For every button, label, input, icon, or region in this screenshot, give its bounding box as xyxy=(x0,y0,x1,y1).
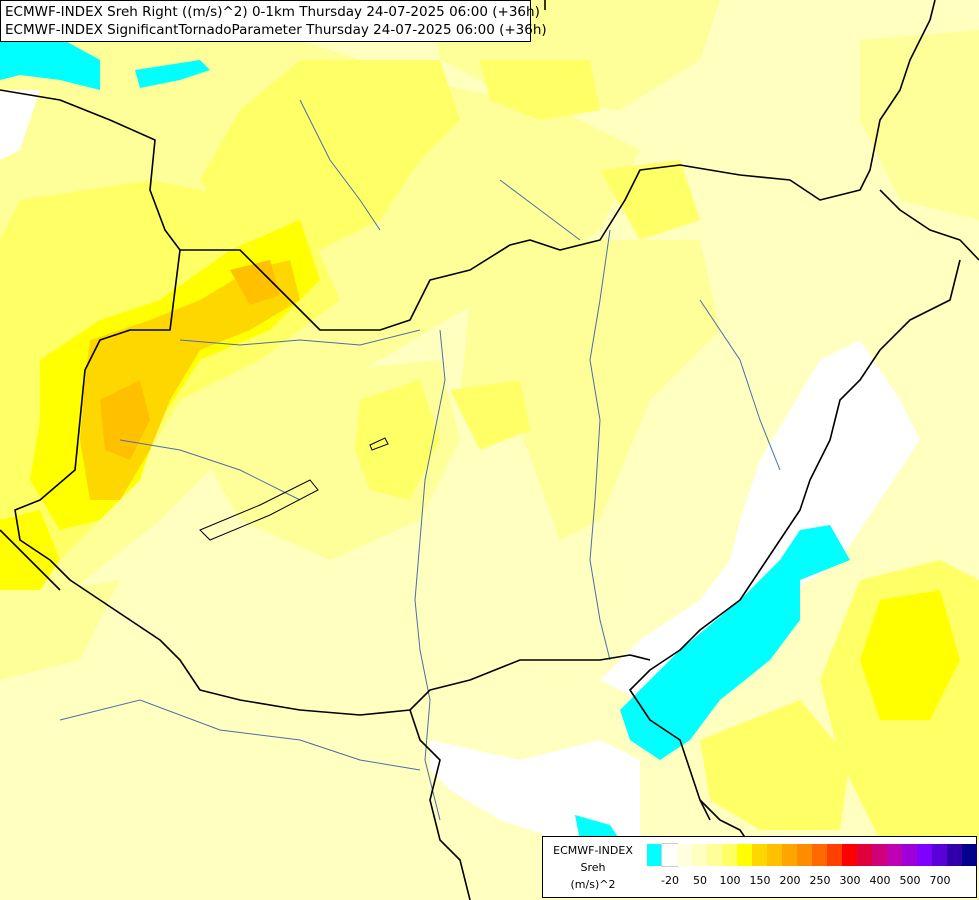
legend-swatch xyxy=(812,844,827,866)
legend-swatch xyxy=(962,844,977,866)
legend-tick-label: 300 xyxy=(839,874,861,887)
legend-swatch xyxy=(767,844,782,866)
legend-swatch xyxy=(752,844,767,866)
legend-swatch xyxy=(842,844,857,866)
color-legend: ECMWF-INDEX Sreh (m/s)^2 -20 50 100 150 200 2… xyxy=(542,836,977,898)
legend-swatch xyxy=(782,844,797,866)
legend-swatch xyxy=(647,844,662,866)
legend-swatches xyxy=(647,843,977,867)
legend-swatch xyxy=(722,844,737,866)
legend-swatch xyxy=(661,843,678,867)
legend-tick-label: 250 xyxy=(809,874,831,887)
field-orange xyxy=(100,260,280,460)
title-line-stp: ECMWF-INDEX SignificantTornadoParameter … xyxy=(5,22,547,38)
legend-title-model: ECMWF-INDEX xyxy=(553,844,633,857)
legend-tick-label: 100 xyxy=(719,874,741,887)
field-cyan xyxy=(0,38,850,840)
legend-tick-label: 700 xyxy=(929,874,951,887)
rivers xyxy=(59,99,781,821)
legend-title-unit: (m/s)^2 xyxy=(570,878,616,891)
legend-tick-label: 200 xyxy=(779,874,801,887)
legend-title-param: Sreh xyxy=(580,861,606,874)
field-white xyxy=(0,90,920,840)
legend-swatch xyxy=(932,844,947,866)
legend-swatch xyxy=(737,844,752,866)
legend-swatch xyxy=(902,844,917,866)
legend-tick-label: 400 xyxy=(869,874,891,887)
legend-tick-label: 150 xyxy=(749,874,771,887)
legend-swatch xyxy=(797,844,812,866)
legend-swatch xyxy=(947,844,962,866)
legend-tick-label: 50 xyxy=(693,874,707,887)
legend-swatch xyxy=(707,844,722,866)
map-title-box: ECMWF-INDEX Sreh Right ((m/s)^2) 0-1km T… xyxy=(0,0,547,42)
legend-swatch xyxy=(827,844,842,866)
legend-tick-label: 500 xyxy=(899,874,921,887)
legend-swatch xyxy=(887,844,902,866)
legend-swatch xyxy=(872,844,887,866)
legend-tick-label: -20 xyxy=(661,874,679,887)
legend-swatch xyxy=(917,844,932,866)
legend-swatch xyxy=(692,844,707,866)
title-line-sreh: ECMWF-INDEX Sreh Right ((m/s)^2) 0-1km T… xyxy=(5,4,540,20)
balaton-outline xyxy=(199,479,319,541)
lake-outline xyxy=(369,437,389,451)
legend-swatch xyxy=(857,844,872,866)
legend-swatch xyxy=(677,844,692,866)
